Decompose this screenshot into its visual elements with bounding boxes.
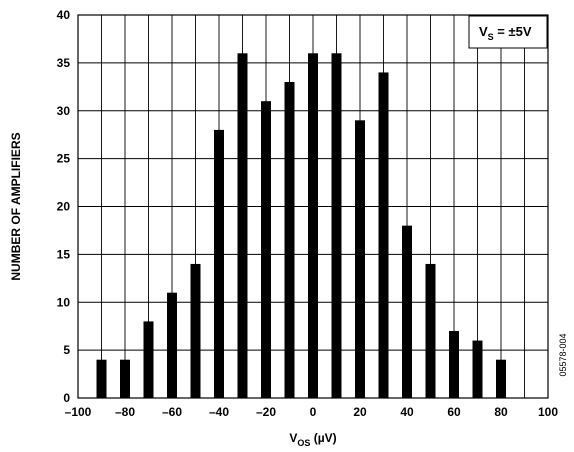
bar [284,82,295,399]
y-tick-label: 35 [57,56,71,70]
x-tick-label: –80 [115,405,135,419]
x-tick-label: –100 [65,405,92,419]
bar [261,101,271,399]
y-axis-title: NUMBER OF AMPLIFIERS [9,132,23,280]
plot-frame [77,14,549,399]
bar [472,340,483,398]
x-axis-title: VOS (µV) [289,431,336,448]
figure-code: 05578-004 [558,333,568,376]
x-tick-label: 40 [400,405,414,419]
x-tick-label: –40 [209,405,229,419]
x-tick-label: 60 [447,405,461,419]
bar [190,263,201,398]
legend: VS = ±5V [468,15,548,49]
x-axis-title-unit: (µV) [310,431,336,445]
bar [214,129,224,398]
bar [425,263,436,398]
bar [308,53,318,399]
y-tick-label: 40 [57,8,71,22]
x-axis-title-sub: OS [297,438,310,448]
bar [331,53,342,399]
bar [378,72,389,398]
y-tick-label: 10 [57,295,71,309]
y-tick-label: 30 [57,104,71,118]
x-tick-label: 20 [353,405,367,419]
bar [167,292,177,398]
y-tick-label: 0 [63,391,70,405]
x-tick-label: –20 [256,405,276,419]
y-tick-label: 20 [57,200,71,214]
bar [496,359,506,398]
y-tick-label: 5 [63,343,70,357]
x-tick-label: –60 [162,405,182,419]
x-tick-label: 80 [494,405,508,419]
x-tick-label: 100 [538,405,558,419]
legend-box [468,15,548,49]
bar [449,330,459,398]
bar [402,225,412,398]
x-tick-label: 0 [310,405,317,419]
x-axis-title-main: V [289,431,297,445]
bar [143,321,154,398]
legend-label-text: = ±5V [494,24,532,39]
y-tick-label: 15 [57,247,71,261]
bar [120,359,130,398]
x-tick-labels: –100 –80 –60 –40 –20 0 20 40 60 80 100 [65,405,559,419]
bars [96,53,506,399]
legend-label-sub: S [488,32,494,42]
legend-label-main: V [479,24,488,39]
bar [355,120,365,398]
bar [237,53,248,399]
y-tick-labels: 0 5 10 15 20 25 30 35 40 [57,8,71,405]
bar [96,359,107,398]
legend-label: VS = ±5V [479,24,532,42]
y-tick-label: 25 [57,152,71,166]
